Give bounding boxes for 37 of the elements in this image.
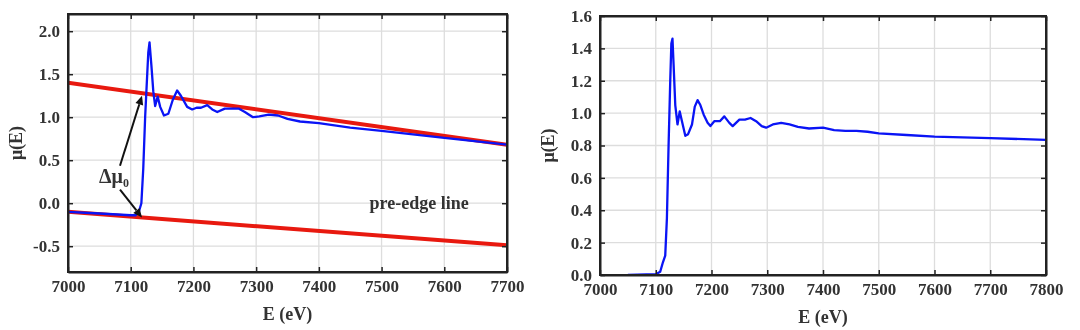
- y-tick-label: 1.4: [570, 39, 593, 59]
- annotation: Δμ₀: [99, 164, 129, 188]
- y-tick-label: 1.2: [570, 71, 592, 91]
- x-tick-label: 7200: [695, 280, 729, 300]
- y-tick-label: 1.5: [38, 65, 60, 85]
- x-tick-label: 7400: [302, 277, 337, 297]
- y-tick-label: 0.8: [570, 136, 592, 156]
- x-tick-label: 7500: [862, 280, 897, 300]
- y-tick-label: 0.5: [38, 151, 60, 171]
- x-tick-label: 7800: [1029, 280, 1064, 300]
- y-tick-label: 1.6: [570, 6, 592, 26]
- annotation: pre-edge line: [369, 193, 469, 214]
- x-tick-label: 7700: [973, 280, 1008, 300]
- x-axis-title: E (eV): [798, 307, 848, 328]
- x-tick-label: 7600: [918, 280, 952, 300]
- y-tick-label: 2.0: [38, 22, 60, 42]
- x-tick-label: 7100: [639, 280, 674, 300]
- y-axis-title: μ(E): [538, 128, 559, 163]
- y-tick-label: 1.0: [38, 108, 60, 128]
- y-tick-label: 0.2: [570, 233, 592, 253]
- x-tick-label: 7300: [750, 280, 785, 300]
- y-tick-label: 1.0: [570, 104, 592, 124]
- x-tick-label: 7500: [365, 277, 400, 297]
- x-tick-label: 7300: [239, 277, 274, 297]
- x-tick-label: 7600: [427, 277, 462, 297]
- x-tick-label: 7100: [114, 277, 149, 297]
- x-tick-label: 7200: [176, 277, 211, 297]
- x-axis-title: E (eV): [262, 304, 313, 325]
- x-tick-label: 7000: [51, 277, 86, 297]
- y-axis-title: μ(E): [6, 125, 27, 161]
- x-tick-label: 7700: [490, 277, 525, 297]
- y-tick-label: 0.0: [38, 194, 60, 214]
- y-tick-label: 0.4: [570, 201, 593, 221]
- y-tick-label: 0.6: [570, 168, 592, 188]
- y-tick-label: -0.5: [33, 237, 60, 257]
- line-series: [68, 41, 507, 218]
- x-tick-label: 7400: [806, 280, 841, 300]
